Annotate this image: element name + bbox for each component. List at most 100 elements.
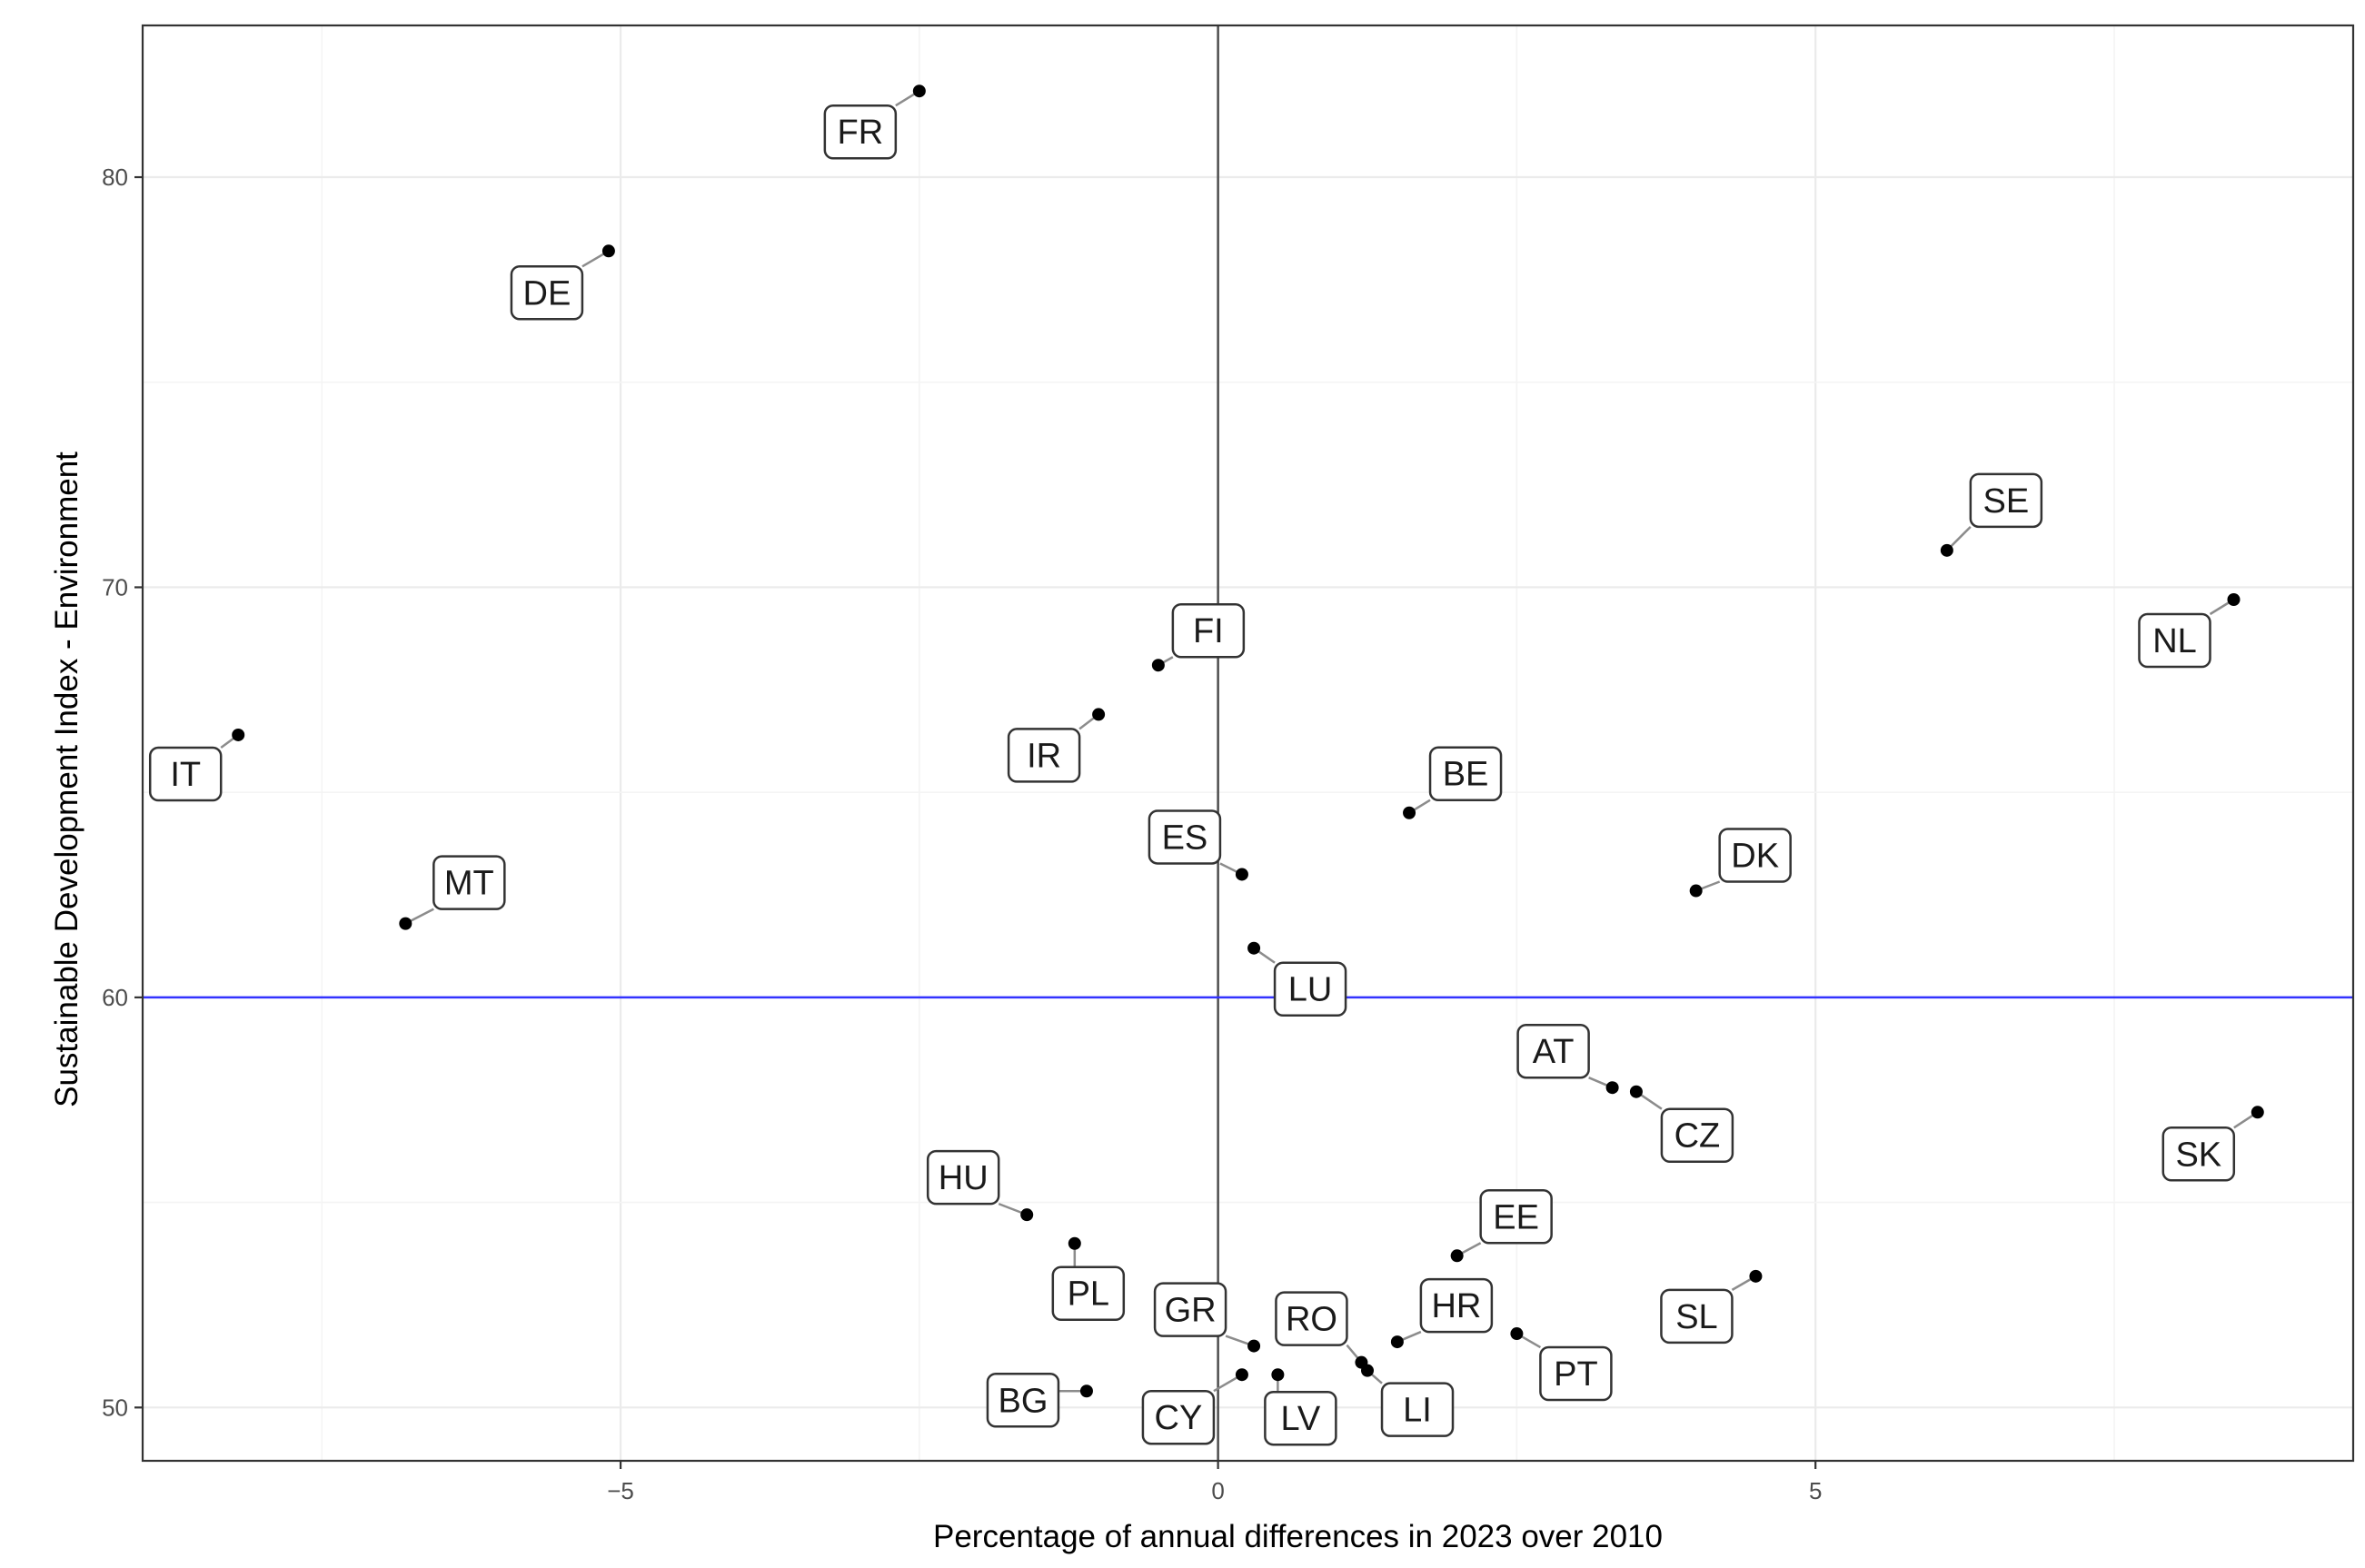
label-text: LV — [1281, 1400, 1321, 1438]
point-label-cy: CY — [1141, 1389, 1216, 1445]
point-label-bg: BG — [986, 1373, 1060, 1428]
label-box — [1660, 1288, 1734, 1345]
label-text: GR — [1165, 1292, 1217, 1330]
y-tick-label: 60 — [102, 984, 128, 1011]
point-label-ro: RO — [1275, 1291, 1348, 1346]
data-point-de — [601, 244, 615, 258]
point-label-be: BE — [1428, 746, 1503, 801]
label-text: ES — [1162, 819, 1208, 857]
y-tick-label: 70 — [102, 573, 128, 600]
label-box — [1516, 1023, 1590, 1079]
label-box — [148, 746, 223, 802]
label-text: MT — [444, 865, 494, 903]
x-tick-label: −5 — [607, 1477, 634, 1504]
label-box — [1479, 1189, 1553, 1245]
point-label-mt: MT — [432, 855, 506, 910]
label-box — [1380, 1382, 1455, 1437]
point-label-fi: FI — [1171, 602, 1246, 659]
label-text: HR — [1431, 1287, 1481, 1325]
label-text: BE — [1443, 756, 1489, 794]
y-tick-label: 50 — [102, 1394, 128, 1421]
label-box — [1264, 1390, 1337, 1446]
data-point-ee — [1450, 1249, 1464, 1263]
label-box — [1419, 1277, 1494, 1334]
point-label-nl: NL — [2138, 612, 2211, 669]
data-point-es — [1235, 868, 1248, 881]
label-text: SK — [2175, 1136, 2221, 1174]
point-label-pl: PL — [1051, 1265, 1126, 1321]
data-point-li — [1361, 1364, 1375, 1377]
data-points — [232, 84, 2264, 1398]
label-box — [1660, 1107, 1734, 1163]
data-point-dk — [1689, 884, 1703, 898]
label-text: PT — [1554, 1355, 1598, 1394]
label-box — [432, 855, 506, 910]
label-text: EE — [1493, 1198, 1539, 1236]
label-box — [1718, 828, 1792, 883]
point-label-de: DE — [510, 265, 584, 321]
point-label-dk: DK — [1718, 828, 1792, 883]
label-box — [1007, 728, 1081, 783]
label-text: RO — [1286, 1301, 1337, 1339]
label-box — [1171, 602, 1246, 659]
y-axis-title: Sustainable Development Index - Environm… — [49, 452, 84, 1107]
label-box — [1969, 472, 2043, 529]
data-point-gr — [1247, 1339, 1261, 1353]
data-point-fr — [912, 84, 926, 98]
label-box — [2138, 612, 2211, 669]
point-label-ir: IR — [1007, 728, 1081, 783]
data-point-sk — [2251, 1106, 2264, 1119]
point-label-fr: FR — [823, 104, 898, 160]
data-point-se — [1940, 543, 1953, 557]
data-point-pl — [1068, 1236, 1081, 1250]
label-text: LU — [1288, 971, 1333, 1009]
data-point-lu — [1247, 941, 1261, 955]
data-point-at — [1605, 1081, 1619, 1095]
label-text: NL — [2152, 622, 2197, 660]
data-point-pt — [1510, 1327, 1524, 1341]
label-box — [926, 1149, 1000, 1206]
point-labels: FR DE SE NL FI IR IT BE ES DK MT LU AT CZ SK HU PL EE SL PT… — [148, 104, 2236, 1446]
plot-panel-border — [141, 24, 2355, 1463]
x-tick-label: 0 — [1211, 1477, 1224, 1504]
label-text: AT — [1533, 1033, 1575, 1071]
data-point-nl — [2227, 593, 2241, 606]
label-text: PL — [1068, 1275, 1109, 1314]
label-text: CY — [1155, 1399, 1203, 1437]
label-text: BG — [999, 1382, 1048, 1420]
label-box — [1539, 1345, 1613, 1402]
label-box — [1153, 1282, 1227, 1337]
label-text: IT — [170, 756, 201, 794]
grid — [143, 25, 2353, 1461]
data-point-it — [232, 728, 245, 741]
point-label-sk: SK — [2161, 1126, 2236, 1182]
axis-ticks: −5 0 5 50 60 70 80 — [102, 164, 1822, 1504]
label-box — [1273, 961, 1347, 1017]
label-text: FI — [1193, 612, 1224, 650]
label-text: FR — [838, 114, 884, 152]
point-label-hr: HR — [1419, 1277, 1494, 1334]
label-text: SE — [1983, 482, 2030, 521]
data-point-hr — [1390, 1335, 1404, 1349]
label-box — [1141, 1389, 1216, 1445]
y-tick-label: 80 — [102, 164, 128, 191]
data-point-ir — [1092, 708, 1106, 721]
data-point-cy — [1235, 1368, 1248, 1382]
label-box — [823, 104, 898, 160]
label-text: CZ — [1674, 1117, 1721, 1156]
label-text: LI — [1403, 1392, 1432, 1430]
point-label-pt: PT — [1539, 1345, 1613, 1402]
label-text: DE — [523, 274, 571, 313]
label-text: SL — [1675, 1298, 1717, 1336]
reference-lines — [143, 25, 2353, 1461]
point-label-es: ES — [1148, 809, 1222, 865]
data-point-cz — [1629, 1085, 1643, 1098]
x-axis-title: Percentage of annual differences in 2023… — [933, 1519, 1663, 1554]
data-point-bg — [1079, 1384, 1093, 1398]
point-label-lv: LV — [1264, 1390, 1337, 1446]
label-text: HU — [939, 1159, 989, 1197]
point-label-hu: HU — [926, 1149, 1000, 1206]
data-point-lv — [1271, 1368, 1285, 1382]
label-box — [986, 1373, 1060, 1428]
